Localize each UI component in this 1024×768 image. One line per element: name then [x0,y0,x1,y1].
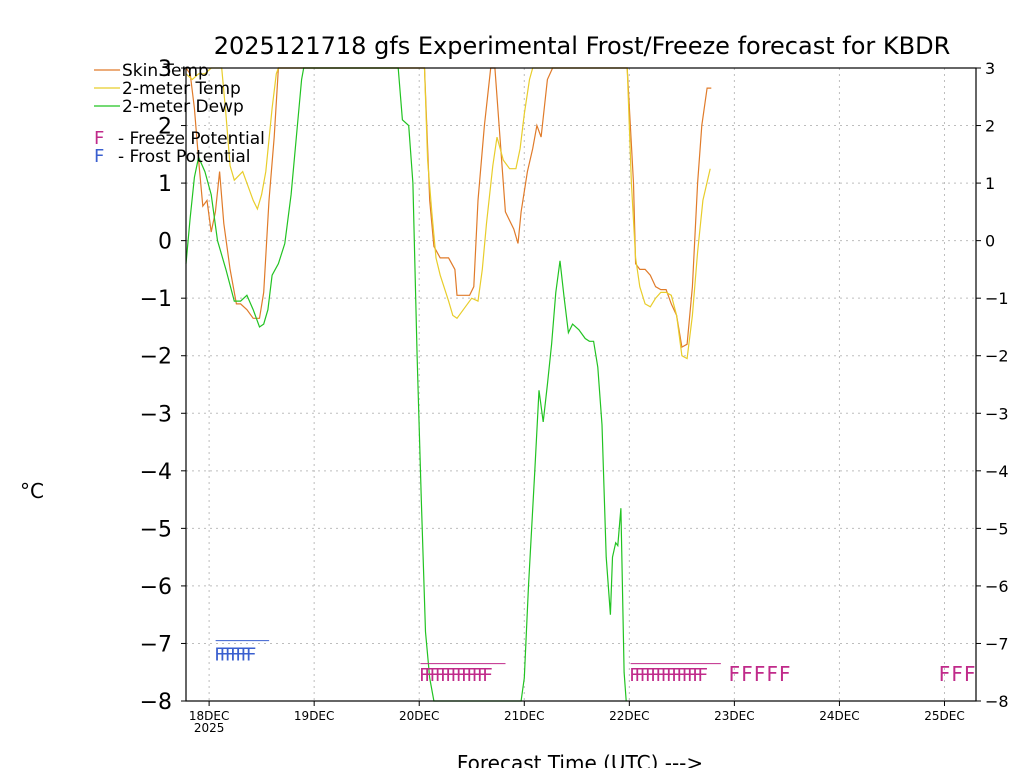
freeze-potential-letter: F [435,665,445,686]
freeze-potential-letter: F [666,665,676,686]
freeze-potential-letter: F [661,665,671,686]
freeze-potential-letter: F [645,665,655,686]
freeze-potential-letter: F [766,662,778,686]
freeze-potential-letter: F [692,665,702,686]
y-tick-label-left: −6 [140,575,172,600]
y-tick-label-left: −1 [140,287,172,312]
freeze-potential-letter: F [456,665,466,686]
y-tick-label-right: −6 [985,577,1009,596]
x-tick-sublabel: 2025 [194,721,225,735]
y-tick-label-right: −7 [985,634,1009,653]
y-tick-label-left: −3 [140,402,172,427]
freeze-potential-letter: F [671,665,681,686]
freeze-potential-letter: F [477,665,487,686]
legend-label-2m-dewp: 2-meter Dewp [122,97,244,117]
y-tick-label-left: 1 [158,172,172,197]
y-tick-label-right: −8 [985,692,1009,711]
chart-title: 2025121718 gfs Experimental Frost/Freeze… [214,32,951,60]
freeze-potential-letter: F [451,665,461,686]
freeze-potential-letter: F [467,665,477,686]
series-lines [185,67,712,702]
x-tick-label: 24DEC [819,709,859,723]
y-tick-label-right: −3 [985,404,1009,423]
grid-lines [186,68,976,701]
x-tick-label: 25DEC [924,709,964,723]
y-tick-label-right: 2 [985,117,995,136]
y-tick-label-right: −4 [985,462,1009,481]
plot-frame [185,67,977,702]
y-tick-label-left: −8 [140,690,172,715]
freeze-potential-letter: F [629,665,639,686]
freeze-potential-letter: F [779,662,791,686]
y-tick-label-left: −7 [140,632,172,657]
frost-potential-letter: F [214,645,224,666]
freeze-potential-letter: F [635,665,645,686]
freeze-potential-letter: F [425,665,435,686]
x-tick-label: 18DEC [189,709,229,723]
freeze-potential-letter: F [656,665,666,686]
freeze-potential-letter: F [482,665,492,686]
frost-potential-letter: F [230,645,240,666]
y-tick-label-right: 3 [985,59,995,78]
y-tick-label-right: 0 [985,232,995,251]
freeze-potential-letter: F [640,665,650,686]
freeze-potential-letter: F [472,665,482,686]
frost-potential-letter: F [246,645,256,666]
frost-potential-letter: F [241,645,251,666]
y-tick-label-right: −5 [985,519,1009,538]
freeze-potential-letter: F [430,665,440,686]
series-line-2-meter-temp [185,67,711,360]
legend-frost-letter: F [94,146,104,167]
x-tick-label: 22DEC [609,709,649,723]
y-tick-label-left: 0 [158,230,172,255]
x-tick-label: 19DEC [294,709,334,723]
x-tick-label: 23DEC [714,709,754,723]
freeze-potential-letter: F [729,662,741,686]
freeze-potential-letter: F [698,665,708,686]
x-tick-label: 21DEC [504,709,544,723]
x-axis-label: Forecast Time (UTC) ---> [457,751,703,768]
freeze-potential-letter: F [419,665,429,686]
freeze-potential-letter: F [741,662,753,686]
freeze-potential-letter: F [687,665,697,686]
freeze-potential-letter: F [650,665,660,686]
y-tick-label-left: 2 [158,115,172,140]
legend-frost-text: - Frost Potential [118,147,251,167]
freeze-potential-letter: F [964,662,976,686]
frost-potential-letter: F [235,645,245,666]
freeze-potential-letter: F [939,662,951,686]
freeze-potential-letter: F [754,662,766,686]
y-tick-label-left: −2 [140,345,172,370]
y-axis-label: °C [20,479,44,503]
y-tick-label-left: −4 [140,460,172,485]
freeze-potential-letter: F [677,665,687,686]
y-tick-label-right: −1 [985,289,1009,308]
freeze-potential-letter: F [951,662,963,686]
legend: Skin Temp 2-meter Temp 2-meter Dewp F - … [94,61,265,167]
legend-label-2m-temp: 2-meter Temp [122,79,241,99]
y-tick-label-left: −5 [140,517,172,542]
legend-freeze-letter: F [94,128,104,149]
frost-potential-letter: F [220,645,230,666]
y-tick-label-right: −2 [985,347,1009,366]
x-tick-label: 20DEC [399,709,439,723]
freeze-potential-letter: F [446,665,456,686]
freeze-potential-letter: F [682,665,692,686]
legend-label-skin-temp: Skin Temp [122,61,209,81]
series-line-2-meter-dewp [185,67,627,702]
y-axis-ticks: −8 −8 −7 −7 −6 −6 −5 −5 −4 −4 −3 −3 −2 −2 −1 −1 0 0 1 1 2 2 3 3 [140,57,1009,715]
y-tick-label-left: 3 [158,57,172,82]
frost-potential-letter: F [225,645,235,666]
y-tick-label-right: 1 [985,174,995,193]
freeze-potential-letter: F [440,665,450,686]
legend-freeze-text: - Freeze Potential [118,129,265,149]
series-line-skin-temp [185,67,712,349]
freeze-potential-letter: F [461,665,471,686]
